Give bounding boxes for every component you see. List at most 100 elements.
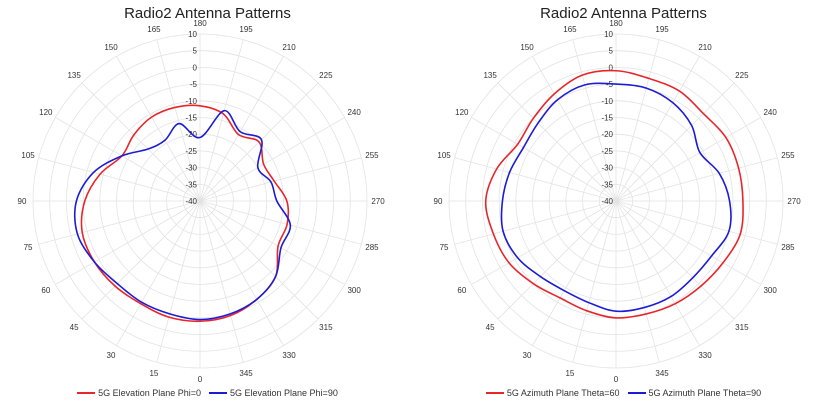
angle-tick-label: 165 bbox=[147, 25, 161, 34]
radial-tick-label: 10 bbox=[188, 30, 197, 39]
angle-tick-label: 150 bbox=[104, 43, 118, 52]
angle-tick-label: 45 bbox=[70, 323, 79, 332]
angle-tick-label: 210 bbox=[698, 43, 712, 52]
grid-spoke bbox=[38, 200, 201, 245]
angle-tick-label: 15 bbox=[149, 369, 158, 378]
grid-spoke bbox=[199, 39, 244, 202]
radial-tick-label: 10 bbox=[604, 30, 613, 39]
grid-spoke bbox=[572, 39, 617, 202]
angle-tick-label: 30 bbox=[523, 351, 532, 360]
legend-swatch-red bbox=[485, 392, 504, 394]
legend-label: 5G Elevation Plane Phi=0 bbox=[98, 388, 201, 398]
angle-tick-label: 165 bbox=[563, 25, 577, 34]
radial-tick-label: -5 bbox=[606, 80, 614, 89]
grid-spoke bbox=[199, 200, 362, 245]
angle-tick-label: 195 bbox=[239, 25, 253, 34]
angle-tick-label: 105 bbox=[437, 151, 451, 160]
legend-label: 5G Elevation Plane Phi=90 bbox=[230, 388, 338, 398]
legend-swatch-blue bbox=[627, 392, 646, 394]
angle-tick-label: 210 bbox=[282, 43, 296, 52]
grid-spoke bbox=[199, 157, 362, 202]
legend-item: 5G Azimuth Plane Theta=60 bbox=[485, 388, 620, 398]
radial-tick-label: -5 bbox=[190, 80, 198, 89]
radial-tick-label: -20 bbox=[601, 130, 613, 139]
angle-tick-label: 195 bbox=[655, 25, 669, 34]
angle-tick-label: 315 bbox=[735, 323, 749, 332]
angle-tick-label: 0 bbox=[614, 375, 619, 384]
radial-tick-label: -10 bbox=[185, 97, 197, 106]
chart-legend: 5G Elevation Plane Phi=0 5G Elevation Pl… bbox=[0, 388, 415, 398]
angle-tick-label: 315 bbox=[319, 323, 333, 332]
angle-tick-label: 330 bbox=[698, 351, 712, 360]
angle-tick-label: 330 bbox=[282, 351, 296, 360]
grid-spoke bbox=[156, 39, 201, 202]
grid-spoke bbox=[572, 200, 617, 363]
radial-tick-label: -40 bbox=[185, 197, 197, 206]
grid-spoke bbox=[615, 157, 778, 202]
angle-tick-label: 75 bbox=[24, 243, 33, 252]
grid-spoke bbox=[55, 117, 201, 202]
radial-tick-label: 0 bbox=[609, 63, 614, 72]
grid-spoke bbox=[615, 200, 700, 346]
angle-tick-label: 270 bbox=[787, 197, 801, 206]
angle-tick-label: 135 bbox=[67, 71, 81, 80]
angle-tick-label: 180 bbox=[609, 19, 623, 28]
angle-tick-label: 345 bbox=[655, 369, 669, 378]
series-line-2 bbox=[73, 109, 292, 321]
grid-spoke bbox=[199, 200, 319, 320]
radial-tick-label: -10 bbox=[601, 97, 613, 106]
grid-spoke bbox=[615, 82, 735, 202]
angle-tick-label: 225 bbox=[735, 71, 749, 80]
chart-panel-right: Radio2 Antenna Patterns 0 15 30 45 60 75 90 105… bbox=[416, 0, 831, 410]
grid-spoke bbox=[615, 200, 735, 320]
angle-tick-label: 90 bbox=[434, 197, 443, 206]
angle-tick-label: 105 bbox=[21, 151, 35, 160]
angle-tick-label: 60 bbox=[41, 286, 50, 295]
angle-tick-label: 0 bbox=[198, 375, 203, 384]
radial-tick-label: -40 bbox=[601, 197, 613, 206]
angle-tick-label: 30 bbox=[107, 351, 116, 360]
radial-tick-label: -25 bbox=[185, 147, 197, 156]
grid-spoke bbox=[471, 200, 617, 285]
series-line-2 bbox=[500, 82, 732, 313]
radial-tick-label: -25 bbox=[601, 147, 613, 156]
grid-spoke bbox=[497, 200, 617, 320]
radial-tick-label: -35 bbox=[601, 180, 613, 189]
angle-tick-label: 240 bbox=[347, 108, 361, 117]
grid-spoke bbox=[615, 200, 778, 245]
grid-spoke bbox=[38, 157, 201, 202]
grid-spoke bbox=[199, 56, 284, 202]
angle-tick-label: 300 bbox=[347, 286, 361, 295]
legend-label: 5G Azimuth Plane Theta=90 bbox=[648, 388, 762, 398]
grid-spoke bbox=[615, 200, 761, 285]
grid-spoke bbox=[156, 200, 201, 363]
chart-title: Radio2 Antenna Patterns bbox=[540, 5, 707, 22]
grid-spoke bbox=[199, 200, 345, 285]
series-line-1 bbox=[484, 69, 744, 319]
grid-spoke bbox=[116, 56, 201, 202]
angle-tick-label: 120 bbox=[455, 108, 469, 117]
grid-spoke bbox=[454, 200, 617, 245]
grid-spoke bbox=[199, 117, 345, 202]
radial-tick-label: -30 bbox=[185, 164, 197, 173]
radial-tick-label: -35 bbox=[185, 180, 197, 189]
grid-spoke bbox=[199, 200, 284, 346]
angle-tick-label: 285 bbox=[781, 243, 795, 252]
grid-spoke bbox=[55, 200, 201, 285]
chart-panel-left: Radio2 Antenna Patterns 0 15 30 45 60 75 90 105… bbox=[0, 0, 415, 410]
grid-spoke bbox=[532, 200, 617, 346]
legend-item: 5G Azimuth Plane Theta=90 bbox=[627, 388, 762, 398]
angle-tick-label: 240 bbox=[763, 108, 777, 117]
angle-tick-label: 270 bbox=[371, 197, 385, 206]
angle-tick-label: 150 bbox=[520, 43, 534, 52]
legend-item: 5G Elevation Plane Phi=90 bbox=[209, 388, 338, 398]
chart-title: Radio2 Antenna Patterns bbox=[124, 5, 291, 22]
angle-tick-label: 225 bbox=[319, 71, 333, 80]
grid-spoke bbox=[199, 200, 244, 363]
grid-spoke bbox=[471, 117, 617, 202]
grid-spoke bbox=[497, 82, 617, 202]
polar-chart-elevation: 0153045607590105120135150165180195210225… bbox=[18, 19, 386, 384]
grid-spoke bbox=[454, 157, 617, 202]
radial-tick-label: -15 bbox=[185, 114, 197, 123]
legend-label: 5G Azimuth Plane Theta=60 bbox=[506, 388, 620, 398]
